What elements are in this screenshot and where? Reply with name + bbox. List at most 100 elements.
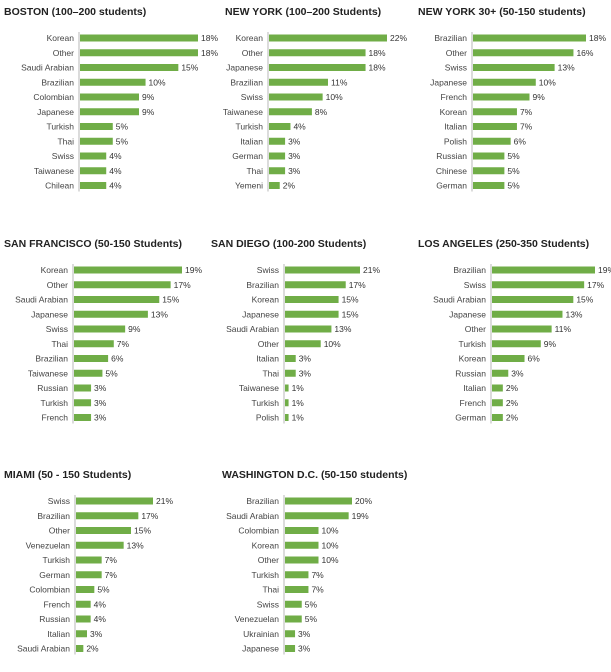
data-label: 19%: [598, 265, 611, 275]
category-label: Swiss: [241, 92, 263, 102]
data-label: 17%: [141, 511, 158, 521]
bar: [80, 167, 107, 175]
data-label: 3%: [288, 166, 301, 176]
bar: [76, 630, 87, 638]
bar: [269, 167, 286, 175]
category-label: Chinese: [436, 166, 467, 176]
bar: [285, 325, 332, 333]
category-label: Other: [465, 324, 486, 334]
bar: [74, 325, 126, 333]
data-label: 6%: [528, 354, 541, 364]
category-label: Korean: [440, 107, 468, 117]
bar: [473, 152, 505, 160]
bar: [76, 615, 91, 623]
bar: [285, 645, 296, 652]
data-label: 1%: [292, 398, 305, 408]
data-label: 13%: [558, 63, 575, 73]
category-label: Italian: [444, 122, 467, 132]
bar: [492, 414, 503, 421]
category-label: Other: [49, 526, 70, 536]
category-label: Thai: [51, 339, 68, 349]
category-label: Korean: [47, 33, 75, 43]
category-label: Venezuelan: [26, 540, 71, 550]
data-label: 5%: [507, 181, 520, 191]
data-label: 3%: [94, 383, 107, 393]
bar: [473, 108, 517, 116]
data-label: 3%: [298, 629, 311, 639]
data-label: 9%: [128, 324, 141, 334]
bar: [74, 266, 182, 274]
bar: [492, 296, 574, 303]
bar: [492, 384, 503, 392]
category-label: Russian: [436, 151, 467, 161]
data-label: 7%: [117, 339, 130, 349]
chart-title: NEW YORK 30+ (50-150 students): [418, 6, 586, 18]
category-label: Colombian: [238, 526, 279, 536]
data-label: 2%: [506, 383, 519, 393]
bar: [285, 355, 296, 362]
bar: [74, 281, 171, 289]
category-label: Korean: [252, 295, 280, 305]
category-label: Brazilian: [246, 280, 279, 290]
bar: [76, 541, 124, 549]
data-label: 9%: [533, 92, 546, 102]
bar: [285, 369, 296, 377]
category-label: French: [42, 413, 69, 423]
bar: [74, 384, 92, 392]
bar: [473, 34, 586, 42]
data-label: 11%: [555, 324, 572, 334]
bar: [269, 137, 286, 145]
bar: [492, 325, 552, 333]
data-label: 17%: [587, 280, 604, 290]
data-label: 7%: [105, 570, 118, 580]
bar: [473, 167, 505, 175]
bar: [80, 64, 179, 71]
bar: [74, 355, 109, 362]
category-label: German: [39, 570, 70, 580]
category-label: Swiss: [257, 265, 279, 275]
category-label: Brazilian: [37, 511, 70, 521]
data-label: 3%: [90, 629, 103, 639]
bar: [76, 645, 84, 652]
data-label: 19%: [185, 265, 202, 275]
data-label: 3%: [94, 413, 107, 423]
category-label: Korean: [252, 540, 280, 550]
category-label: Thai: [246, 166, 263, 176]
category-label: Turkish: [235, 122, 263, 132]
data-label: 3%: [511, 368, 524, 378]
category-label: Yemeni: [235, 181, 263, 191]
bar: [269, 123, 291, 130]
bar: [269, 108, 312, 116]
data-label: 10%: [322, 555, 339, 565]
bar: [285, 497, 352, 505]
data-label: 20%: [355, 496, 372, 506]
bar: [80, 108, 139, 116]
category-label: Other: [258, 555, 279, 565]
category-label: Brazilian: [434, 33, 467, 43]
category-label: Venezuelan: [235, 614, 280, 624]
bar: [473, 49, 574, 57]
category-label: Other: [47, 280, 68, 290]
bar: [76, 497, 153, 505]
category-label: German: [455, 413, 486, 423]
bar-chart: Swiss 21% Brazilian 17% Other 15% Venezuelan 13…: [17, 495, 173, 655]
chart-panel-los-angeles: LOS ANGELES (250-350 Students) Brazilian…: [418, 238, 611, 428]
bar: [473, 93, 530, 101]
category-label: Italian: [47, 629, 70, 639]
bar: [80, 34, 198, 42]
data-label: 4%: [293, 122, 306, 132]
data-label: 5%: [116, 122, 129, 132]
category-label: Brazilian: [230, 77, 263, 87]
data-label: 3%: [288, 136, 301, 146]
data-label: 7%: [311, 570, 324, 580]
data-label: 4%: [109, 181, 122, 191]
data-label: 2%: [506, 398, 519, 408]
bar: [285, 399, 289, 407]
data-label: 6%: [514, 136, 527, 146]
category-label: Taiwanese: [34, 166, 74, 176]
data-label: 9%: [142, 107, 155, 117]
data-label: 4%: [109, 166, 122, 176]
category-label: Japanese: [430, 77, 467, 87]
data-label: 7%: [105, 555, 118, 565]
data-label: 3%: [299, 368, 312, 378]
